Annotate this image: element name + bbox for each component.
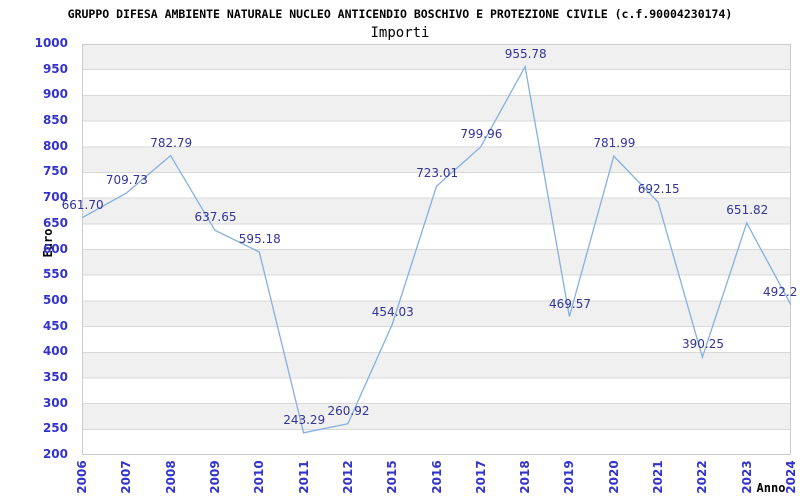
y-tick-label: 650 [42, 215, 68, 230]
x-tick-label: 2017 [473, 460, 488, 494]
data-label: 781.99 [593, 136, 636, 150]
data-label: 782.79 [150, 135, 193, 150]
data-label: 390.25 [682, 337, 724, 352]
y-tick-label: 500 [42, 292, 68, 307]
x-tick-label: 2019 [562, 460, 577, 494]
y-tick-label: 850 [42, 113, 68, 128]
y-tick-label: 1000 [34, 36, 68, 50]
x-tick-label: 2018 [518, 460, 533, 494]
x-tick-label: 2009 [207, 460, 222, 494]
data-label: 723.01 [416, 166, 459, 181]
y-tick-label: 700 [42, 190, 68, 205]
x-tick-label: 2020 [606, 460, 621, 494]
grid-band [82, 403, 791, 430]
data-label: 709.73 [105, 173, 148, 188]
plot-border [82, 44, 791, 455]
y-tick-label: 250 [42, 421, 68, 436]
x-tick-label: 2012 [340, 460, 355, 494]
x-tick-label: 2021 [651, 460, 666, 494]
y-tick-label: 200 [42, 447, 68, 461]
grid-band [82, 146, 791, 173]
data-label: 692.15 [637, 182, 680, 197]
grid-band [82, 300, 791, 327]
y-tick-label: 900 [42, 87, 68, 102]
data-label: 492.2 [763, 284, 798, 299]
data-label: 799.96 [460, 126, 503, 141]
y-tick-label: 550 [42, 267, 68, 282]
plot-area [82, 44, 791, 455]
x-tick-label: 2010 [252, 460, 267, 494]
x-tick-label: 2022 [695, 460, 710, 494]
grid-band [82, 95, 791, 122]
data-label: 637.65 [194, 210, 237, 225]
x-tick-label: 2024 [784, 460, 798, 494]
x-tick-label: 2006 [75, 460, 89, 494]
data-label: 651.82 [726, 202, 769, 217]
data-label: 260.92 [327, 403, 370, 418]
series-line-importi [82, 64, 791, 434]
chart-title: GRUPPO DIFESA AMBIENTE NATURALE NUCLEO A… [67, 7, 733, 21]
data-label: 661.70 [61, 197, 104, 212]
y-tick-label: 450 [42, 318, 68, 333]
y-tick-label: 800 [42, 138, 68, 153]
grid-band [82, 352, 791, 378]
x-tick-label: 2011 [296, 460, 311, 494]
x-axis-title: Anno [756, 481, 786, 495]
y-tick-label: 400 [42, 344, 68, 359]
data-label: 243.29 [283, 412, 326, 427]
y-tick-label: 750 [42, 164, 68, 179]
grid-band [82, 249, 791, 276]
x-tick-label: 2008 [163, 460, 178, 494]
x-tick-label: 2016 [429, 460, 444, 494]
chart-subtitle: Importi [370, 25, 430, 41]
y-tick-label: 600 [42, 241, 68, 256]
data-label: 454.03 [371, 304, 414, 319]
y-tick-label: 350 [42, 369, 68, 384]
y-tick-label: 950 [42, 61, 68, 76]
x-tick-label: 2015 [385, 460, 400, 494]
data-label: 595.18 [238, 232, 281, 246]
x-tick-label: 2023 [739, 460, 754, 494]
data-label: 955.78 [504, 46, 547, 61]
grid-band [82, 198, 791, 224]
y-tick-label: 300 [42, 395, 68, 410]
x-tick-label: 2007 [119, 460, 134, 494]
data-label: 469.57 [549, 296, 591, 311]
grid-band [82, 44, 791, 70]
